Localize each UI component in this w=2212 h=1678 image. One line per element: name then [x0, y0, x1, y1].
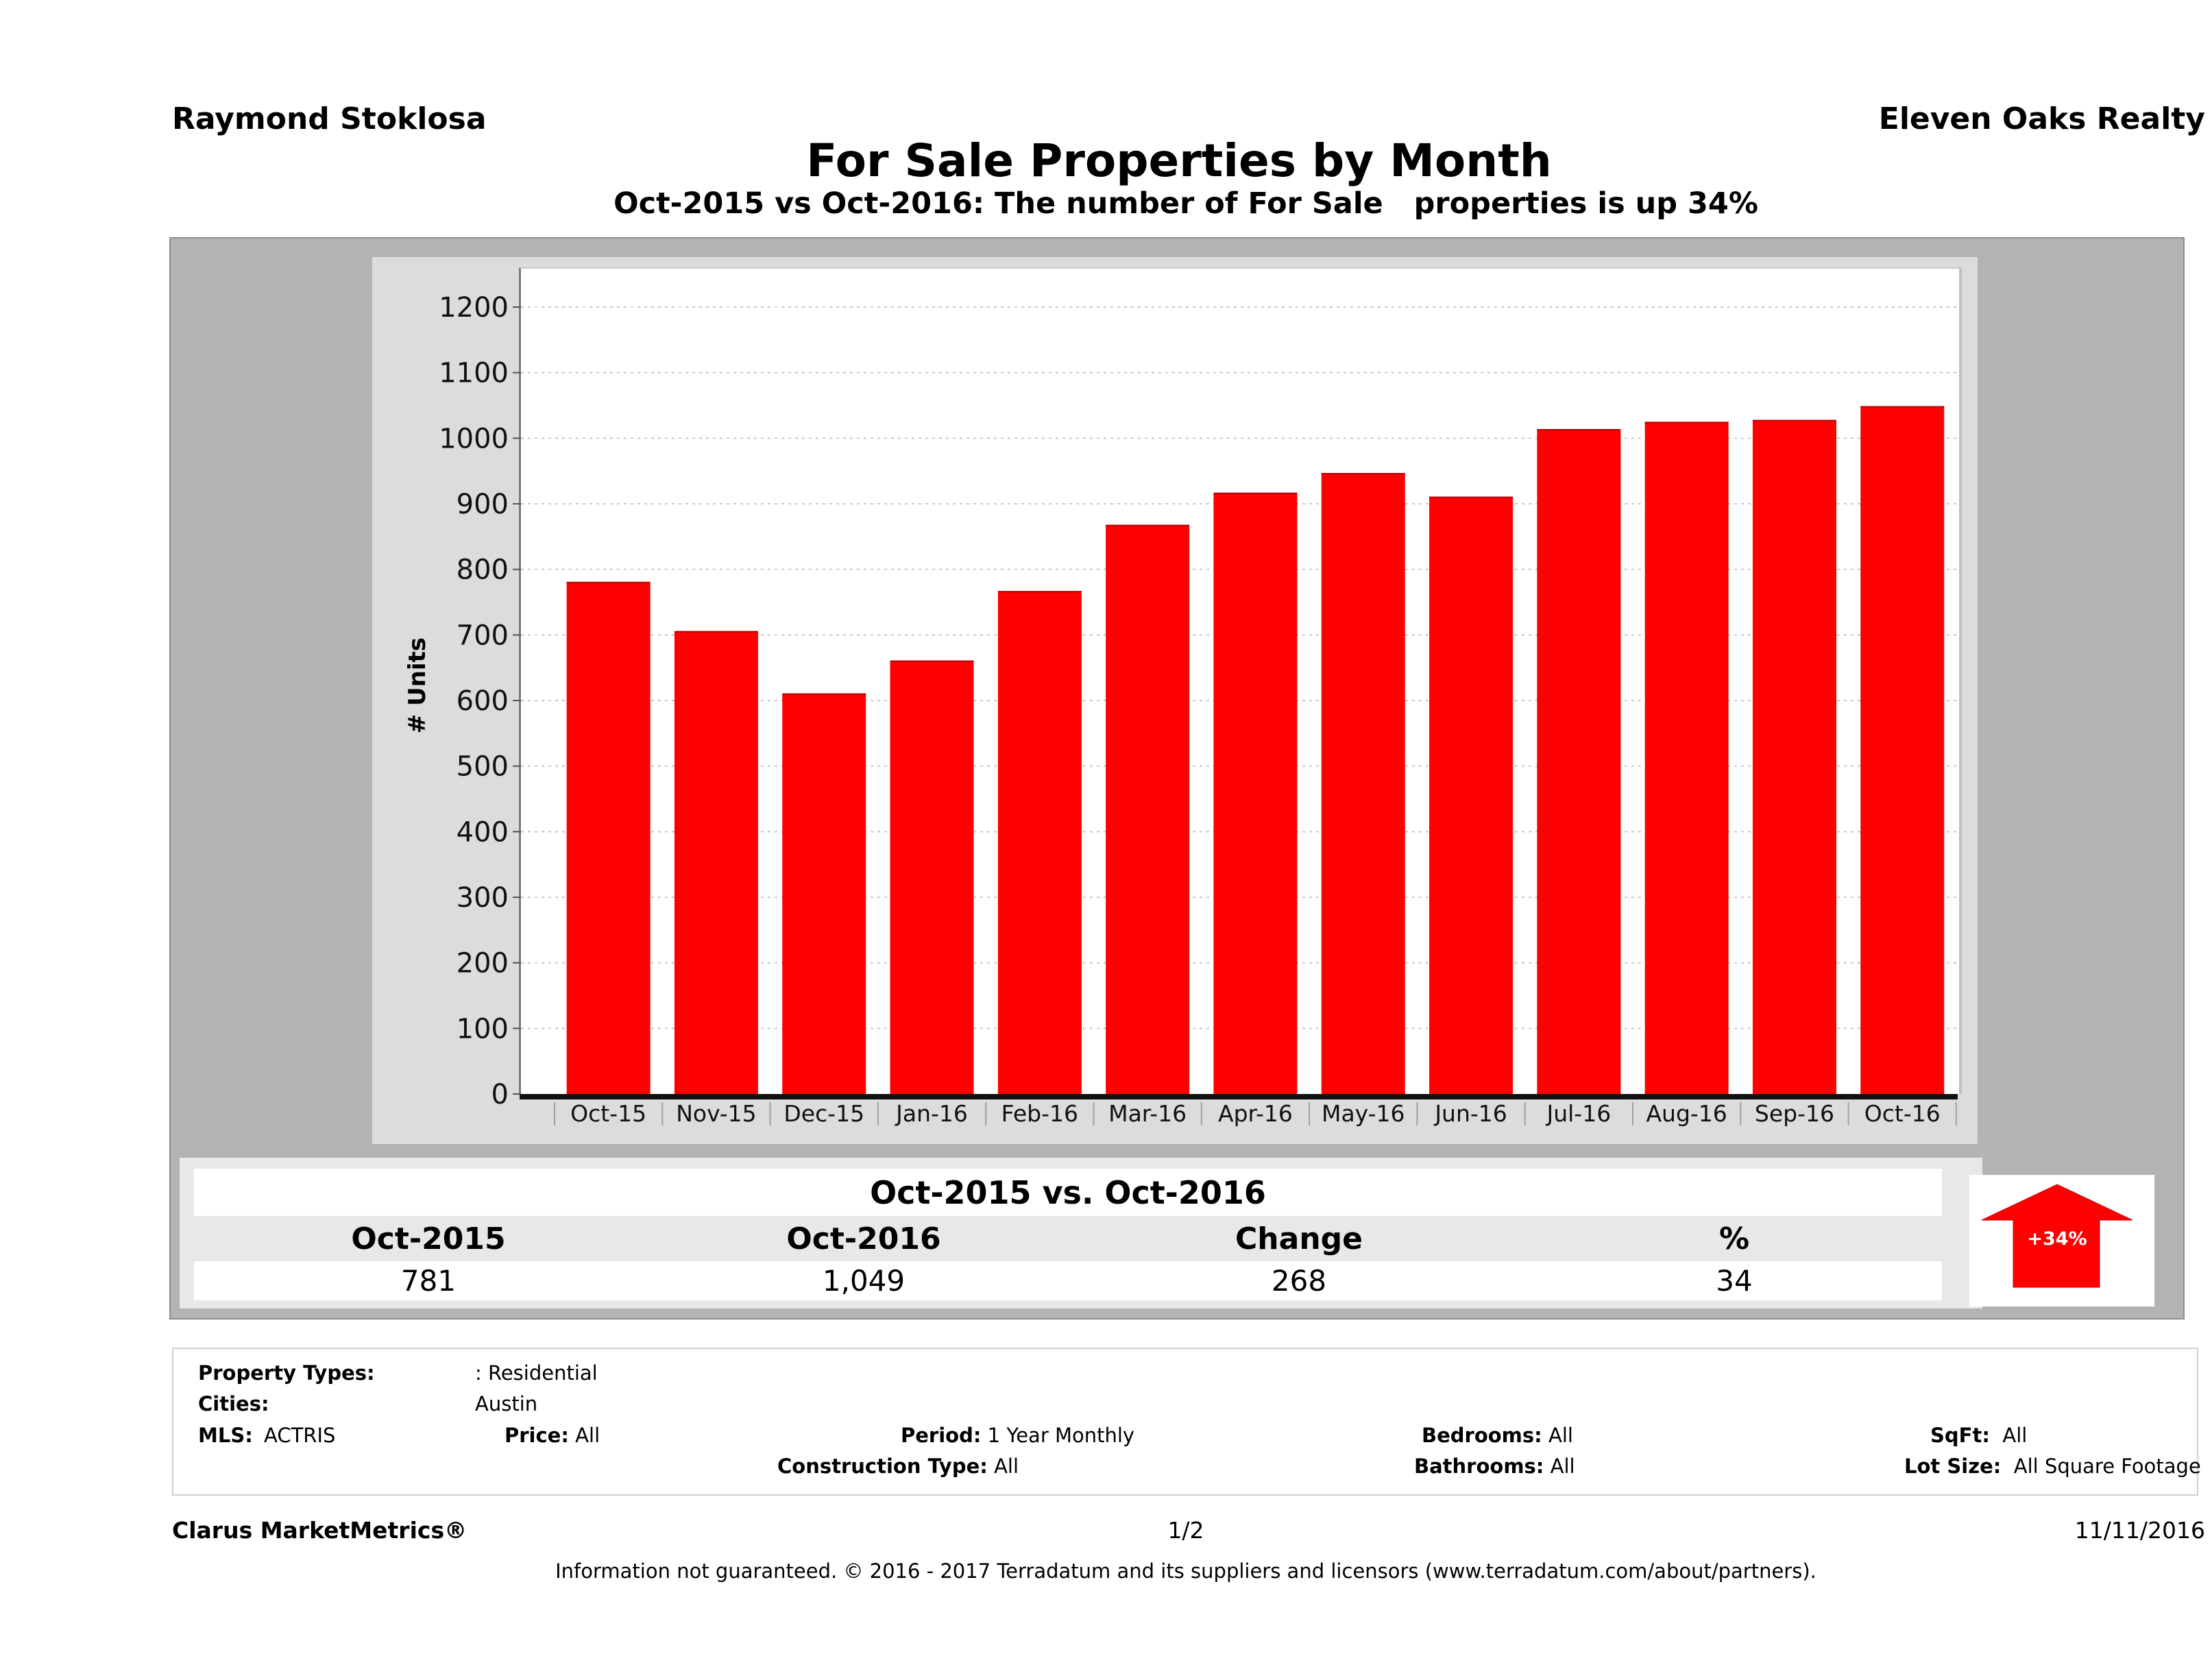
lot-size-label: Lot Size: — [1904, 1455, 2002, 1478]
construction-type-label: Construction Type: — [777, 1455, 988, 1478]
sqft-value: All — [2002, 1424, 2028, 1447]
construction-type-value: All — [994, 1455, 1019, 1478]
mls-value: ACTRIS — [264, 1424, 336, 1447]
period-value: 1 Year Monthly — [987, 1424, 1135, 1447]
sqft-label: SqFt: — [1930, 1424, 1990, 1447]
product-name: Clarus MarketMetrics® — [172, 1517, 467, 1544]
criteria-box: Property Types: : Residential Cities: Au… — [172, 1348, 2201, 1496]
cities-label: Cities: — [198, 1392, 269, 1415]
up-arrow-icon: +34% — [1981, 1184, 2133, 1288]
lot-size-value: All Square Footage — [2013, 1455, 2201, 1478]
value-percent: 34 — [1716, 1264, 1753, 1298]
value-oct-2015: 781 — [400, 1264, 457, 1298]
bathrooms-value: All — [1550, 1455, 1575, 1478]
price-label: Price: — [505, 1424, 569, 1447]
disclaimer: Information not guaranteed. © 2016 - 201… — [555, 1559, 1816, 1583]
mls-label: MLS: — [198, 1424, 253, 1447]
value-oct-2016: 1,049 — [822, 1264, 906, 1298]
page-number: 1/2 — [1167, 1517, 1204, 1544]
change-badge: +34% — [2027, 1228, 2087, 1250]
agent-name: Raymond Stoklosa — [172, 101, 487, 136]
header-oct-2015: Oct-2015 — [351, 1221, 506, 1256]
plot-area — [519, 267, 1962, 1094]
bedrooms-label: Bedrooms: — [1422, 1424, 1542, 1447]
price-value: All — [575, 1424, 600, 1447]
company-name: Eleven Oaks Realty — [1878, 101, 2205, 136]
chart-subtitle: Oct-2015 vs Oct-2016: The number of For … — [613, 186, 1758, 221]
property-types-value: : Residential — [475, 1361, 598, 1385]
period-label: Period: — [901, 1424, 982, 1447]
comparison-value-row: 781 1,049 268 34 — [194, 1261, 1942, 1300]
header-change: Change — [1235, 1221, 1363, 1256]
header-oct-2016: Oct-2016 — [786, 1221, 941, 1256]
chart-title: For Sale Properties by Month — [806, 134, 1552, 187]
report-date: 11/11/2016 — [2074, 1517, 2205, 1544]
bedrooms-value: All — [1548, 1424, 1573, 1447]
criteria-property-types: Property Types: — [198, 1361, 375, 1385]
header-percent: % — [1718, 1221, 1750, 1256]
value-change: 268 — [1271, 1264, 1327, 1298]
comparison-header-row: Oct-2015 Oct-2016 Change % — [194, 1216, 1942, 1261]
comparison-title: Oct-2015 vs. Oct-2016 — [194, 1169, 1942, 1216]
cities-value: Austin — [475, 1392, 538, 1415]
bathrooms-label: Bathrooms: — [1414, 1455, 1544, 1478]
change-indicator: +34% — [1969, 1175, 2154, 1306]
